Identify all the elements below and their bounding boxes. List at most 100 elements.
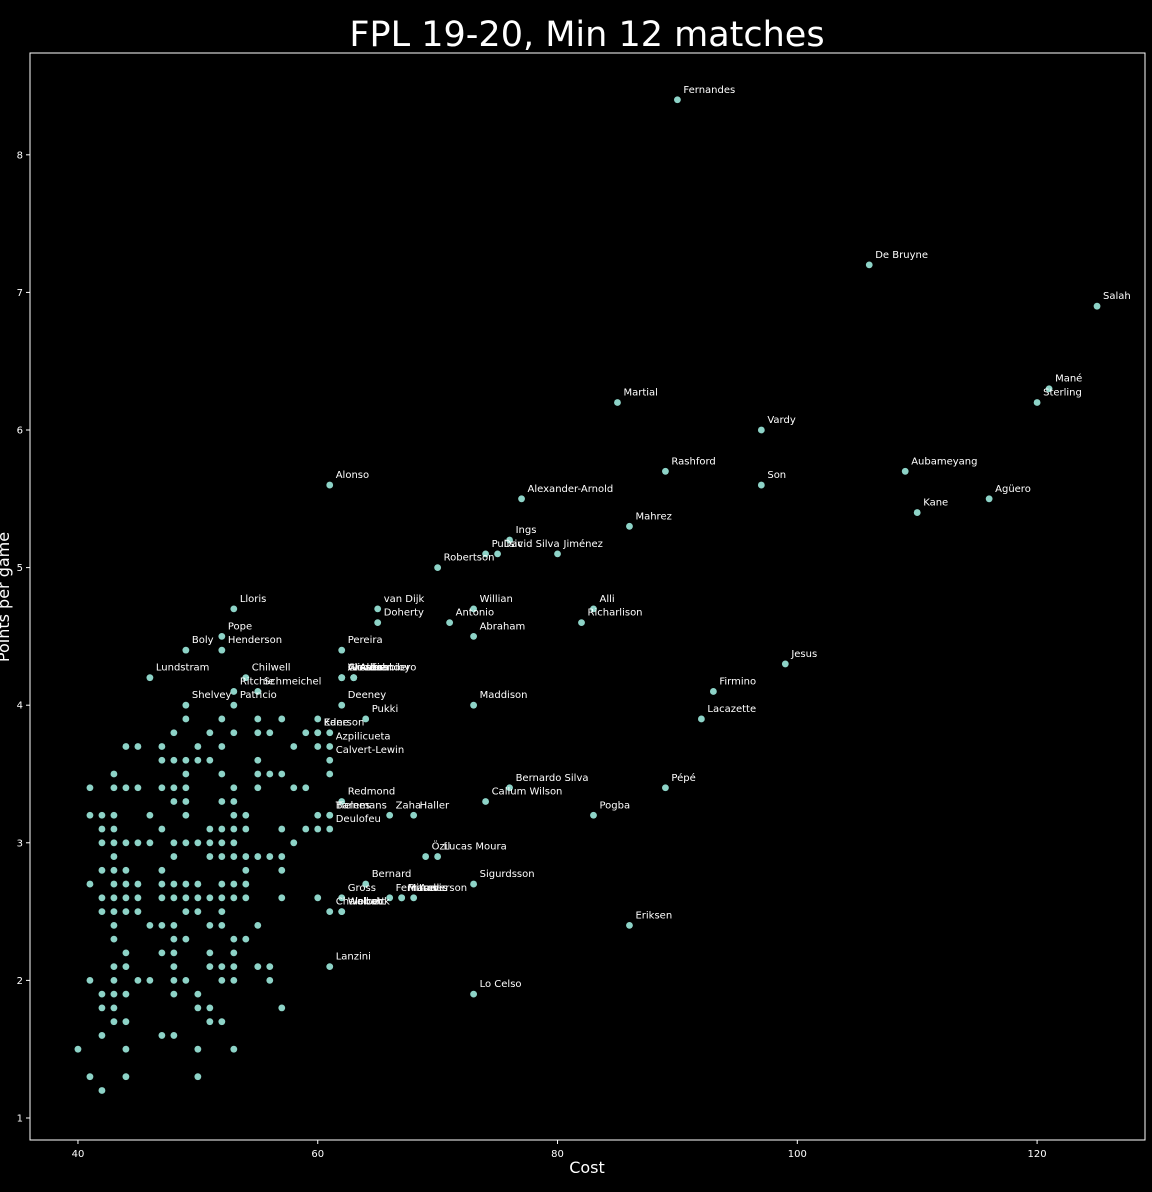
data-point — [338, 798, 346, 805]
data-label: Azpilicueta — [336, 731, 391, 742]
data-label: Maddison — [480, 690, 528, 701]
data-point — [146, 839, 154, 847]
data-point — [110, 839, 118, 847]
data-point — [182, 798, 190, 805]
data-point — [86, 976, 94, 984]
data-point — [230, 949, 238, 957]
data-label: Aubameyang — [911, 456, 977, 467]
data-point — [218, 839, 226, 847]
data-point — [254, 963, 262, 971]
data-point — [662, 784, 669, 792]
data-point — [230, 976, 238, 984]
data-point — [470, 605, 478, 613]
data-point — [122, 1073, 130, 1081]
data-label: Jesus — [790, 649, 817, 660]
data-point — [254, 715, 262, 723]
data-point — [206, 1004, 214, 1012]
data-point — [86, 880, 94, 888]
data-point — [230, 1045, 238, 1053]
data-point — [314, 825, 322, 833]
data-point — [266, 976, 274, 984]
data-label: Deulofeu — [336, 814, 381, 825]
data-label: Rashford — [671, 456, 715, 467]
data-point — [338, 701, 346, 709]
data-point — [194, 839, 202, 847]
data-point — [182, 976, 190, 984]
y-tick-label: 6 — [17, 426, 23, 437]
data-point — [470, 633, 478, 640]
data-point — [218, 798, 226, 805]
data-point — [865, 261, 873, 269]
data-point — [98, 894, 106, 902]
data-point — [122, 1018, 130, 1026]
data-label: Walcott — [348, 897, 386, 908]
data-point — [230, 688, 238, 695]
data-point — [506, 784, 513, 792]
data-point — [254, 729, 262, 737]
y-tick-label: 3 — [17, 838, 23, 849]
x-tick-label: 100 — [788, 1149, 807, 1160]
data-point — [146, 976, 154, 984]
data-point — [266, 729, 274, 737]
data-point — [158, 921, 166, 929]
data-point — [122, 866, 130, 874]
data-point — [134, 784, 142, 792]
data-point — [194, 743, 202, 750]
data-point — [110, 853, 118, 860]
data-point — [122, 1045, 130, 1053]
data-label: Agüero — [995, 484, 1031, 495]
data-point — [578, 619, 585, 627]
data-label: Vardy — [767, 415, 795, 426]
data-point — [314, 715, 322, 723]
data-point — [314, 743, 322, 750]
data-point — [278, 866, 286, 874]
data-point — [254, 770, 262, 778]
data-point — [697, 715, 705, 723]
data-point — [170, 990, 178, 998]
data-point — [98, 1004, 106, 1012]
data-point — [134, 908, 142, 915]
data-point — [218, 825, 226, 833]
data-point — [278, 894, 286, 902]
data-point — [110, 866, 118, 874]
data-label: Fernandes — [683, 85, 735, 96]
data-label: Antonio — [456, 608, 494, 619]
data-label: Kane — [324, 718, 349, 729]
data-point — [362, 715, 370, 723]
data-point — [98, 990, 106, 998]
data-point — [158, 1032, 166, 1039]
data-label: Adarabioyo — [360, 663, 417, 674]
data-point — [206, 729, 214, 737]
data-point — [757, 481, 765, 489]
data-point — [110, 1018, 118, 1026]
data-point — [170, 921, 178, 929]
data-point — [614, 399, 621, 406]
data-label: Robertson — [444, 553, 495, 564]
data-point — [110, 990, 118, 998]
data-point — [410, 811, 418, 819]
data-label: Salah — [1103, 291, 1131, 302]
data-point — [290, 784, 298, 792]
data-point — [674, 96, 681, 104]
data-point — [158, 743, 166, 750]
data-point — [374, 619, 382, 627]
data-point — [901, 467, 909, 475]
data-label: Welbeck — [348, 897, 390, 908]
chart-title: FPL 19-20, Min 12 matches — [349, 15, 824, 55]
data-point — [242, 894, 250, 902]
data-point — [326, 729, 334, 737]
data-label: Deeney — [348, 690, 386, 701]
data-label: Lacazette — [707, 704, 756, 715]
data-point — [266, 770, 274, 778]
data-point — [218, 908, 226, 915]
data-label: Pépé — [671, 772, 695, 784]
data-label: Anderson — [420, 883, 467, 894]
data-point — [158, 949, 166, 957]
data-point — [206, 853, 214, 860]
data-points — [74, 96, 1101, 1094]
data-point — [98, 1032, 106, 1039]
data-label: Richarlison — [588, 608, 643, 619]
data-label: Bernard — [372, 869, 412, 880]
data-point — [206, 963, 214, 971]
